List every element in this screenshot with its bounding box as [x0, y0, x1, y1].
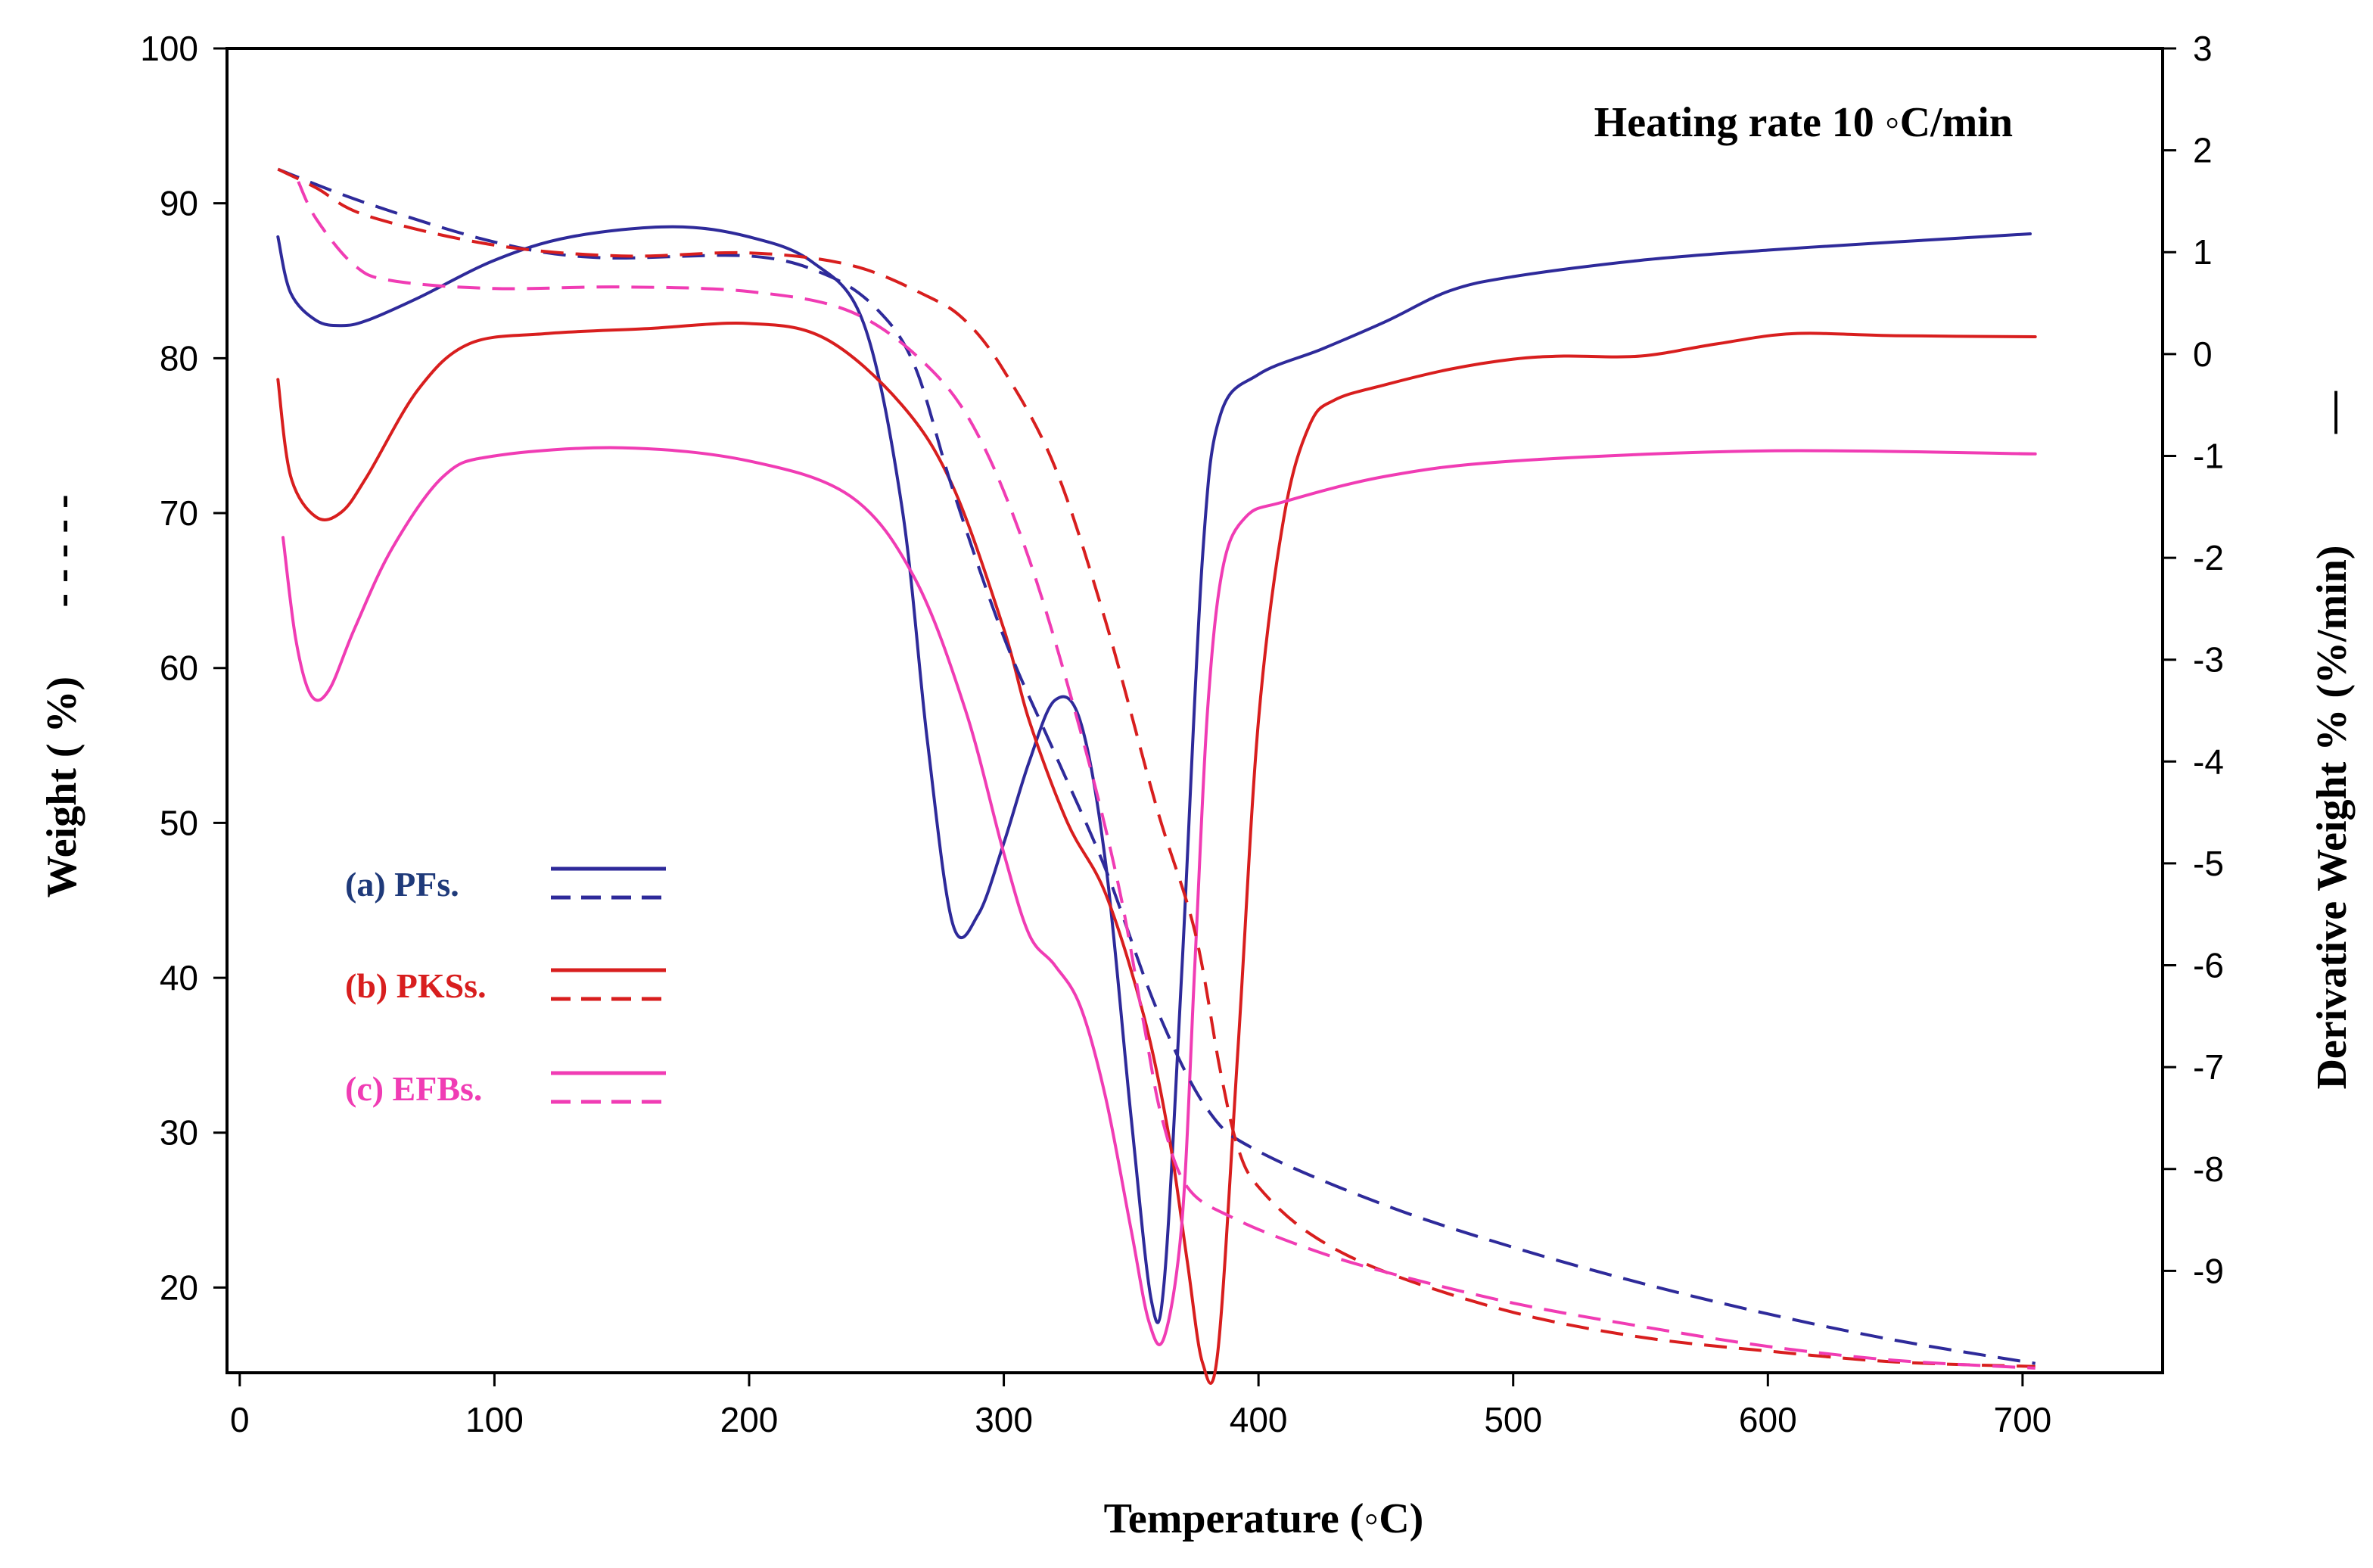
- x-tick-label: 200: [720, 1400, 779, 1439]
- y-right-tick-label: -7: [2193, 1047, 2224, 1087]
- x-tick-label: 100: [465, 1400, 524, 1439]
- legend-label: (c) EFBs.: [345, 1069, 482, 1108]
- y-right-tick-label: -2: [2193, 538, 2224, 577]
- y-left-tick-label: 70: [160, 493, 198, 533]
- legend-label: (b) PKSs.: [345, 966, 487, 1005]
- x-axis-title: Temperature (◦C): [1104, 1495, 1424, 1542]
- y-right-axis-style-indicator: —: [2309, 390, 2356, 434]
- x-tick-label: 300: [975, 1400, 1033, 1439]
- y-left-tick-label: 80: [160, 338, 198, 378]
- y-right-axis-title: Derivative Weight % (%/min): [2309, 545, 2356, 1089]
- legend: (a) PFs. (b) PKSs. (c) EFBs.: [345, 865, 666, 1108]
- y-left-axis-title: Weight ( %): [39, 677, 86, 898]
- x-tick-label: 0: [230, 1400, 250, 1439]
- y-left-tick-label: 30: [160, 1113, 198, 1153]
- y-right-tick-label: 1: [2193, 232, 2213, 272]
- series-line-pkss-dtg: [276, 322, 2037, 1385]
- y-right-tick-label: -8: [2193, 1150, 2224, 1189]
- x-tick-label: 400: [1230, 1400, 1288, 1439]
- y-right-tick-label: -5: [2193, 844, 2224, 883]
- y-left-tick-label: 40: [160, 958, 198, 997]
- x-tick-label: 500: [1484, 1400, 1542, 1439]
- y-right-tick-label: 0: [2193, 334, 2213, 374]
- heating-rate-annotation: Heating rate 10 ◦C/min: [1594, 99, 2013, 146]
- y-left-tick-label: 50: [160, 803, 198, 842]
- x-tick-label: 700: [1994, 1400, 2052, 1439]
- y-right-tick-label: -1: [2193, 436, 2224, 475]
- series-line-pfs-tg: [277, 167, 2036, 1365]
- series-line-pkss-tg: [277, 167, 2036, 1368]
- x-tick-label: 600: [1739, 1400, 1797, 1439]
- y-left-tick-label: 100: [140, 29, 198, 68]
- legend-label: (a) PFs.: [345, 865, 459, 904]
- plot-frame: [225, 47, 2164, 1374]
- y-left-tick-label: 20: [160, 1268, 198, 1307]
- y-right-tick-label: -9: [2193, 1251, 2224, 1290]
- y-left-tick-label: 60: [160, 649, 198, 688]
- series-line-efbs-dtg: [281, 446, 2037, 1346]
- series-layer: [276, 167, 2037, 1385]
- y-left-axis: 20 30 40 50 60 70 80 90 100: [140, 29, 227, 1307]
- y-right-tick-label: 2: [2193, 131, 2213, 170]
- y-left-tick-label: 90: [160, 184, 198, 223]
- y-right-tick-label: -3: [2193, 640, 2224, 680]
- y-right-tick-label: -4: [2193, 742, 2224, 781]
- y-right-axis: 3 2 1 0 -1 -2 -3 -4 -5 -6 -7 -8 -9: [2163, 29, 2224, 1290]
- series-line-pfs-dtg: [276, 225, 2032, 1324]
- series-line-efbs-tg: [297, 181, 2036, 1370]
- y-right-tick-label: -6: [2193, 946, 2224, 985]
- x-axis: 0 100 200 300 400 500 600 700: [230, 1373, 2051, 1439]
- y-right-tick-label: 3: [2193, 29, 2213, 68]
- y-left-axis-style-indicator: - - - - -: [39, 494, 86, 607]
